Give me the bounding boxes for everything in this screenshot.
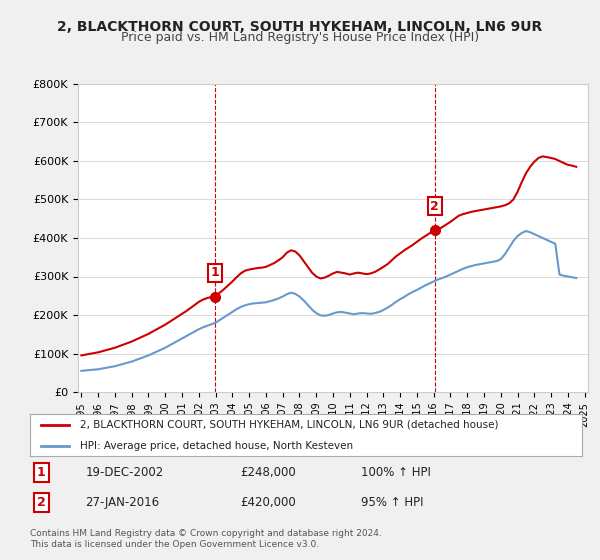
Text: 2: 2 [37,496,46,509]
Text: 100% ↑ HPI: 100% ↑ HPI [361,466,431,479]
Text: 95% ↑ HPI: 95% ↑ HPI [361,496,424,509]
Text: Price paid vs. HM Land Registry's House Price Index (HPI): Price paid vs. HM Land Registry's House … [121,31,479,44]
Text: £248,000: £248,000 [240,466,296,479]
Text: 1: 1 [37,466,46,479]
Text: Contains HM Land Registry data © Crown copyright and database right 2024.
This d: Contains HM Land Registry data © Crown c… [30,529,382,549]
Text: 27-JAN-2016: 27-JAN-2016 [85,496,160,509]
Text: 19-DEC-2002: 19-DEC-2002 [85,466,163,479]
Text: HPI: Average price, detached house, North Kesteven: HPI: Average price, detached house, Nort… [80,441,353,451]
Text: 2, BLACKTHORN COURT, SOUTH HYKEHAM, LINCOLN, LN6 9UR (detached house): 2, BLACKTHORN COURT, SOUTH HYKEHAM, LINC… [80,420,498,430]
Text: £420,000: £420,000 [240,496,296,509]
Text: 2, BLACKTHORN COURT, SOUTH HYKEHAM, LINCOLN, LN6 9UR: 2, BLACKTHORN COURT, SOUTH HYKEHAM, LINC… [58,20,542,34]
Text: 2: 2 [430,200,439,213]
Text: 1: 1 [211,266,220,279]
